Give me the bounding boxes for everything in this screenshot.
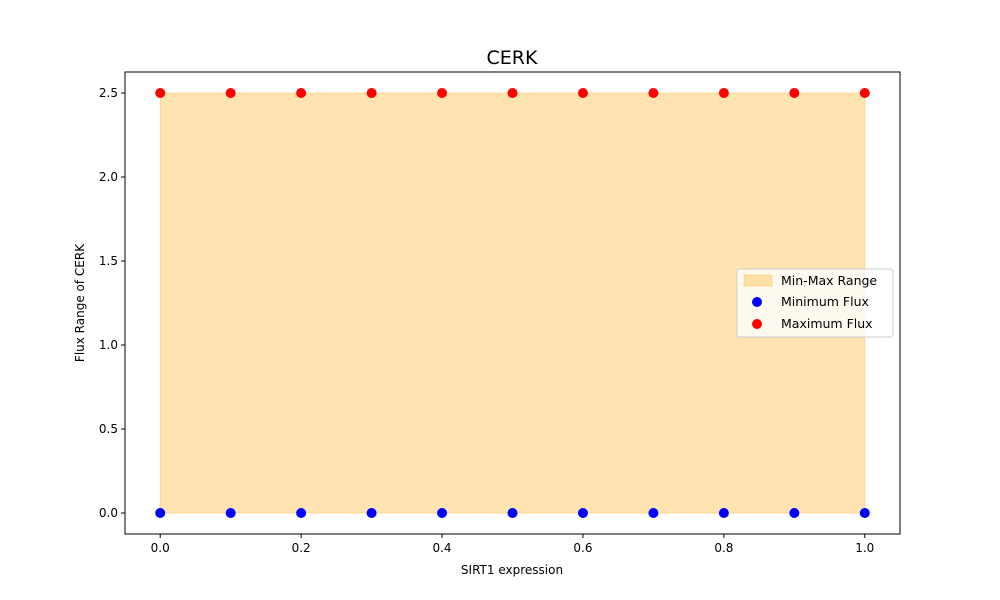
axes-frame (124, 71, 901, 535)
y-axis-label: Flux Range of CERK (73, 243, 87, 362)
minimum-flux-point (366, 508, 377, 518)
y-tick-label: 2.0 (99, 170, 118, 184)
y-tick-label: 0.5 (99, 422, 118, 436)
minimum-flux-point (225, 508, 236, 518)
x-tick-label: 0.8 (714, 541, 733, 555)
x-tick-label: 0.6 (573, 541, 592, 555)
legend-label-min-max-range: Min-Max Range (781, 273, 877, 288)
maximum-flux-point (366, 88, 377, 98)
minimum-flux-point (437, 508, 448, 518)
y-tick-label: 2.5 (99, 86, 118, 100)
maximum-flux-point (718, 88, 729, 98)
minimum-flux-point (718, 508, 729, 518)
maximum-flux-point (155, 88, 166, 98)
y-tick-label: 1.0 (99, 338, 118, 352)
x-tick-label: 0.2 (292, 541, 311, 555)
maximum-flux-point (507, 88, 518, 98)
legend-box (736, 268, 894, 338)
maximum-flux-point (648, 88, 659, 98)
maximum-flux-point (859, 88, 870, 98)
y-tick-label: 0.0 (99, 506, 118, 520)
minimum-flux-point (789, 508, 800, 518)
y-tick-label: 1.5 (99, 254, 118, 268)
maximum-flux-point (437, 88, 448, 98)
chart-title: CERK (487, 47, 538, 69)
x-tick-label: 0.4 (432, 541, 451, 555)
y-axis: 0.0 0.5 1.0 1.5 2.0 2.5 (99, 86, 125, 520)
x-tick-label: 0.0 (151, 541, 170, 555)
maximum-flux-point (296, 88, 307, 98)
minimum-flux-point (859, 508, 870, 518)
minimum-flux-point (507, 508, 518, 518)
x-tick-label: 1.0 (855, 541, 874, 555)
maximum-flux-point (577, 88, 588, 98)
x-axis: 0.0 0.2 0.4 0.6 0.8 1.0 (151, 534, 874, 555)
maximum-flux-point (789, 88, 800, 98)
plot-area (155, 88, 870, 518)
legend: Min-Max Range Minimum Flux Maximum Flux (736, 268, 894, 338)
minimum-flux-point (648, 508, 659, 518)
minimum-flux-point (155, 508, 166, 518)
maximum-flux-point (225, 88, 236, 98)
legend-marker-minimum-flux (752, 297, 762, 307)
legend-label-maximum-flux: Maximum Flux (781, 316, 873, 331)
minimum-flux-point (296, 508, 307, 518)
x-axis-label: SIRT1 expression (461, 563, 563, 577)
legend-label-minimum-flux: Minimum Flux (781, 294, 869, 309)
minimum-flux-point (577, 508, 588, 518)
legend-swatch-min-max-range (743, 274, 773, 287)
legend-marker-maximum-flux (752, 319, 762, 329)
